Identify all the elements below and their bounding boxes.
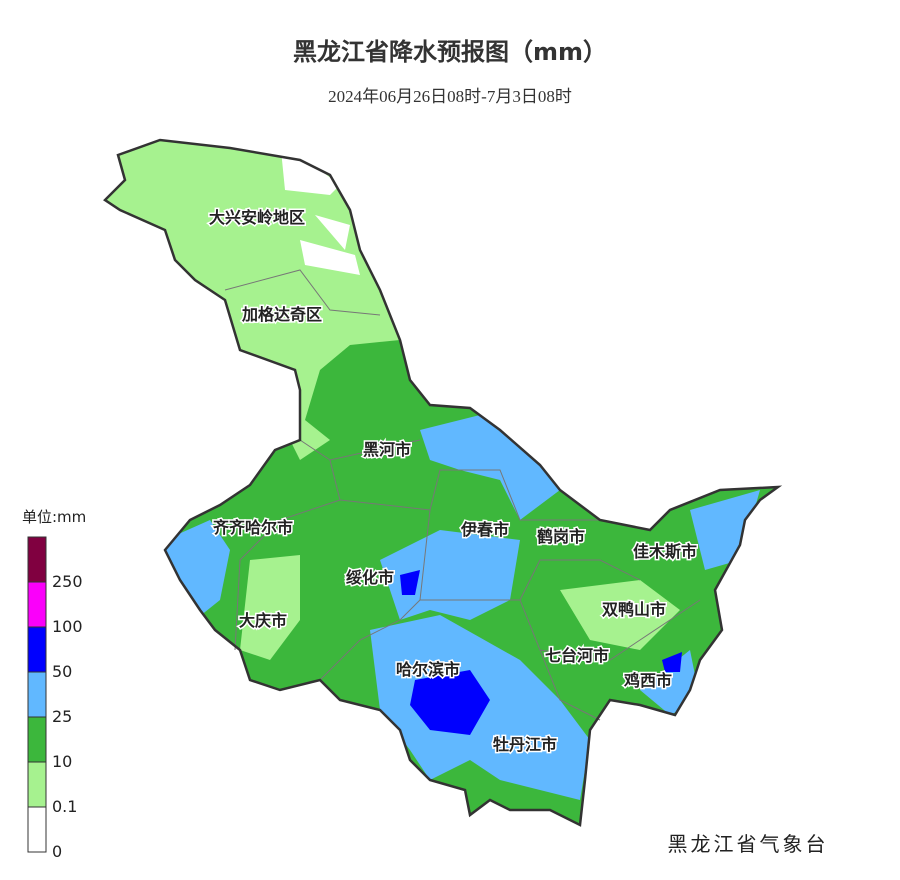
legend-swatch — [27, 671, 47, 718]
region-label: 哈尔滨市 — [396, 660, 460, 679]
legend-swatch — [27, 626, 47, 673]
legend-label: 0.1 — [52, 797, 77, 816]
legend-swatch — [27, 761, 47, 808]
credit: 黑龙江省气象台 — [668, 833, 829, 856]
legend-swatch — [27, 806, 47, 853]
region-label: 佳木斯市 — [633, 542, 697, 561]
legend-swatch — [27, 536, 47, 583]
legend-title: 单位:mm — [22, 508, 86, 526]
region-label: 伊春市 — [460, 520, 509, 539]
legend: 0 0.1 10 25 50 100 250 — [27, 536, 83, 861]
region-label: 鸡西市 — [623, 671, 672, 690]
legend-label: 100 — [52, 617, 83, 636]
region-label: 齐齐哈尔市 — [213, 518, 293, 537]
region-label: 牡丹江市 — [493, 735, 557, 754]
legend-label: 250 — [52, 572, 83, 591]
region-label: 七台河市 — [545, 646, 609, 665]
region-label: 大庆市 — [239, 611, 287, 630]
region-label: 加格达奇区 — [241, 305, 322, 324]
subtitle: 2024年06月26日08时-7月3日08时 — [328, 87, 572, 106]
district-borders — [224, 269, 701, 721]
region-label: 大兴安岭地区 — [209, 208, 305, 227]
legend-label: 0 — [52, 842, 62, 861]
region-label: 黑河市 — [363, 440, 411, 459]
title: 黑龙江省降水预报图（mm） — [293, 38, 607, 66]
legend-swatch — [27, 716, 47, 763]
region-label: 双鸭山市 — [602, 600, 666, 619]
legend-swatch — [27, 581, 47, 628]
region-label: 鹤岗市 — [537, 527, 585, 546]
legend-label: 25 — [52, 707, 72, 726]
legend-label: 50 — [52, 662, 72, 681]
legend-label: 10 — [52, 752, 72, 771]
region-label: 绥化市 — [346, 568, 394, 587]
